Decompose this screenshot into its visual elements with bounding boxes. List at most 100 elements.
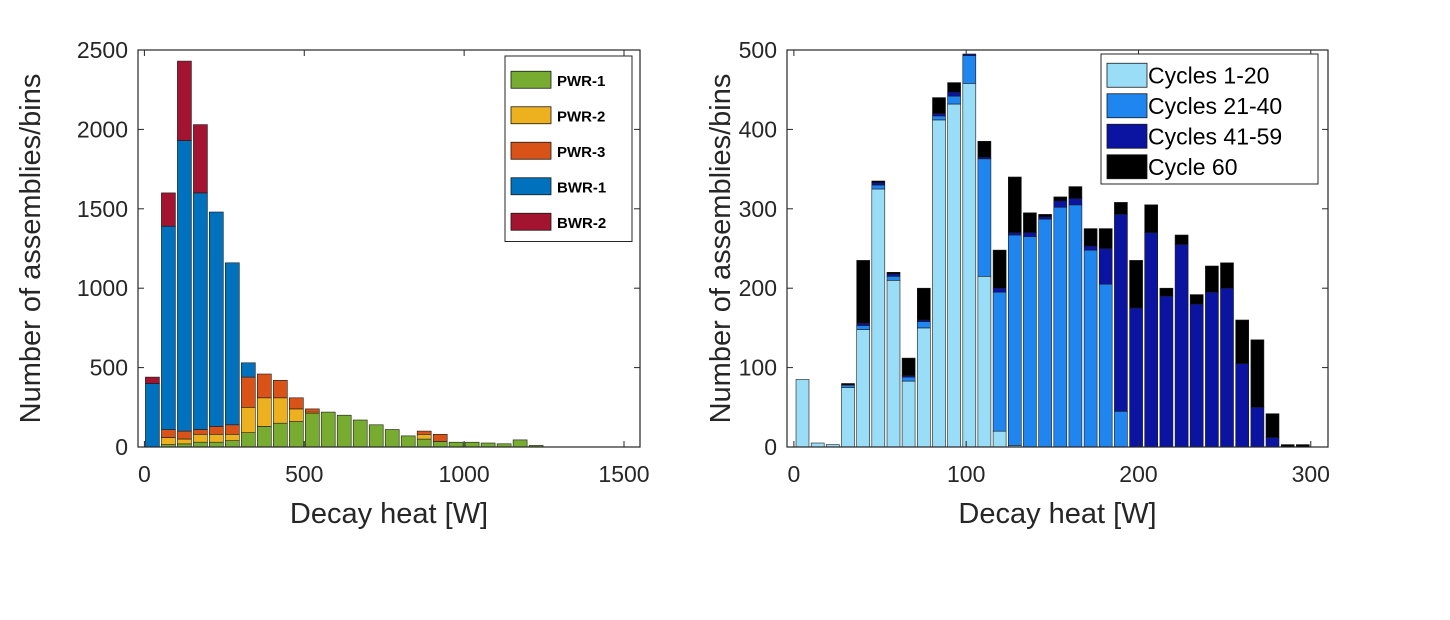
right-bar-cycles-1-20-9 xyxy=(932,119,946,448)
right-ytick-label-0: 0 xyxy=(764,434,777,460)
left-ytick-label-500: 500 xyxy=(90,355,128,381)
left-ytick-label-1500: 1500 xyxy=(77,196,128,222)
right-bar-cycles-21-40-8 xyxy=(916,321,931,329)
right-bar-cycle-60-8 xyxy=(916,287,931,321)
right-bar-cycles-41-59-26 xyxy=(1189,303,1204,448)
left-bar-pwr-1-17 xyxy=(416,438,432,448)
left-bar-pwr-1-20 xyxy=(464,441,480,448)
left-xtick-label-1000: 1000 xyxy=(439,461,490,487)
left-xtick-label-1500: 1500 xyxy=(598,461,649,487)
left-bar-pwr-3-3 xyxy=(193,429,208,435)
right-bar-cycles-1-20-12 xyxy=(977,275,992,448)
right-bar-cycle-60-20 xyxy=(1098,228,1113,249)
right-bar-cycles-41-59-28 xyxy=(1220,287,1234,448)
right-y-axis-label: Number of assemblies/bins xyxy=(705,74,737,424)
left-bar-pwr-2-8 xyxy=(272,397,288,424)
right-legend-label-cycles-41-59: Cycles 41-59 xyxy=(1148,123,1282,149)
right-bar-cycles-21-40-4 xyxy=(856,325,871,330)
left-bar-bwr-1-4 xyxy=(209,211,224,427)
right-xtick-label-0: 0 xyxy=(787,461,800,487)
right-bar-cycles-41-59-14 xyxy=(1007,232,1022,236)
left-legend-swatch-pwr-1 xyxy=(510,70,552,89)
right-bar-cycle-60-3 xyxy=(841,383,855,386)
right-bar-cycle-60-26 xyxy=(1189,294,1204,305)
left-bar-pwr-2-17 xyxy=(416,433,432,440)
left-bar-pwr-1-4 xyxy=(209,441,224,448)
left-legend-label-bwr-2: BWR-2 xyxy=(557,215,606,232)
right-bar-cycles-21-40-13 xyxy=(992,291,1007,432)
left-bar-pwr-3-1 xyxy=(161,429,176,438)
right-bar-cycles-21-40-16 xyxy=(1038,218,1052,448)
right-bar-cycles-21-40-17 xyxy=(1053,206,1068,448)
right-bar-cycles-41-59-9 xyxy=(932,113,946,117)
right-axes-frame xyxy=(786,49,1329,448)
right-legend-swatch-cycle-60 xyxy=(1106,154,1148,180)
left-bar-pwr-1-12 xyxy=(336,414,352,448)
right-bar-cycles-21-40-15 xyxy=(1023,236,1037,448)
right-bar-cycle-60-15 xyxy=(1023,212,1037,233)
right-bar-cycle-60-5 xyxy=(871,180,886,183)
left-bar-pwr-1-9 xyxy=(288,421,304,448)
right-bar-cycles-21-40-12 xyxy=(977,158,992,277)
right-legend-swatch-cycles-1-20 xyxy=(1106,62,1148,88)
right-xtick-label-300: 300 xyxy=(1292,461,1330,487)
right-bar-cycles-1-20-7 xyxy=(901,380,916,448)
left-bar-pwr-1-14 xyxy=(368,424,384,448)
right-bar-cycle-60-6 xyxy=(886,271,901,275)
left-bar-pwr-2-3 xyxy=(193,433,208,443)
right-legend-label-cycles-21-40: Cycles 21-40 xyxy=(1148,93,1282,119)
right-bar-cycle-60-22 xyxy=(1129,260,1143,309)
left-bar-pwr-2-1 xyxy=(161,437,176,445)
right-xtick-label-100: 100 xyxy=(947,461,985,487)
chart-right-decay-heat-by-cycle: 0 100 200 300 400 500 0 100 200 300 Decay heat [W]… xyxy=(705,37,1330,530)
right-bar-cycles-41-59-15 xyxy=(1023,232,1037,237)
right-bar-cycles-21-40-11 xyxy=(962,55,977,84)
right-bar-cycle-60-10 xyxy=(947,82,961,93)
left-xtick-label-0: 0 xyxy=(138,461,151,487)
left-bar-pwr-2-6 xyxy=(241,406,256,433)
left-bar-pwr-1-8 xyxy=(272,422,288,448)
left-bar-pwr-3-17 xyxy=(416,430,432,435)
left-bar-pwr-3-5 xyxy=(225,424,240,435)
left-ytick-label-1000: 1000 xyxy=(77,275,128,301)
right-bar-cycles-21-40-7 xyxy=(901,376,916,382)
right-bar-cycle-60-27 xyxy=(1205,265,1219,293)
right-bar-cycle-60-12 xyxy=(977,141,992,158)
right-bar-cycles-41-59-24 xyxy=(1159,295,1174,448)
right-bar-cycles-1-20-6 xyxy=(886,279,901,448)
right-bar-cycles-1-20-13 xyxy=(992,430,1007,448)
right-bar-cycle-60-17 xyxy=(1053,196,1068,202)
left-bar-pwr-1-11 xyxy=(320,411,336,448)
right-bar-cycles-41-59-13 xyxy=(992,287,1007,293)
left-legend-swatch-pwr-2 xyxy=(510,106,552,125)
left-bar-pwr-2-7 xyxy=(256,397,272,427)
right-bar-cycles-41-59-31 xyxy=(1265,437,1280,448)
right-bar-cycles-41-59-29 xyxy=(1235,363,1249,448)
right-legend-swatch-cycles-41-59 xyxy=(1106,123,1148,149)
right-bar-cycles-1-20-5 xyxy=(871,188,886,448)
left-bar-pwr-1-10 xyxy=(304,413,320,448)
left-legend-swatch-bwr-2 xyxy=(510,212,552,231)
right-bar-cycle-60-23 xyxy=(1144,204,1158,233)
right-bar-cycles-41-59-6 xyxy=(886,273,901,277)
right-bar-cycle-60-30 xyxy=(1250,339,1265,408)
left-bar-bwr-2-0 xyxy=(145,376,160,384)
right-bar-cycles-21-40-19 xyxy=(1083,249,1098,448)
right-bar-cycles-41-59-30 xyxy=(1250,406,1265,448)
left-bar-pwr-1-16 xyxy=(400,435,416,448)
left-bar-bwr-2-3 xyxy=(193,124,208,194)
right-ytick-label-400: 400 xyxy=(739,116,777,142)
right-x-axis-label: Decay heat [W] xyxy=(958,498,1156,530)
right-bar-cycle-60-19 xyxy=(1083,228,1098,247)
right-bar-cycles-21-40-3 xyxy=(841,384,855,388)
left-bar-bwr-1-6 xyxy=(241,362,256,378)
left-bar-pwr-3-18 xyxy=(432,433,448,442)
left-bar-pwr-2-5 xyxy=(225,433,240,441)
right-bar-cycles-21-40-21 xyxy=(1114,410,1128,448)
right-bar-cycle-60-4 xyxy=(856,260,871,324)
right-bar-cycles-41-59-21 xyxy=(1114,214,1128,412)
left-bar-pwr-1-3 xyxy=(193,441,208,448)
right-bar-cycle-60-13 xyxy=(992,249,1007,289)
left-legend-label-bwr-1: BWR-1 xyxy=(557,179,606,196)
right-bar-cycle-60-18 xyxy=(1068,186,1083,199)
